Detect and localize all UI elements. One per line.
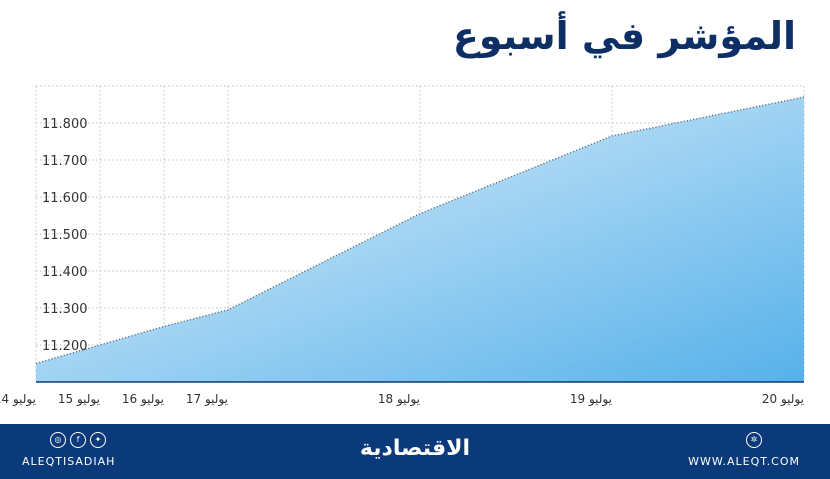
x-tick-label: 19 يوليو	[570, 392, 612, 407]
instagram-icon[interactable]: ◎	[50, 432, 66, 448]
series-line	[35, 96, 805, 365]
x-tick-label: 16 يوليو	[122, 392, 164, 407]
chart: 11.200 11.300 11.400 11.500 11.600 11.700 11.8…	[0, 85, 805, 407]
x-tick-label: 14 يوليو	[0, 392, 36, 407]
x-tick-label: 18 يوليو	[378, 392, 420, 407]
twitter-icon[interactable]: ✦	[90, 432, 106, 448]
x-tick-label: 17 يوليو	[186, 392, 228, 407]
footer-bar: ◎ f ✦ ALEQTISADIAH الاقتصادية ✲ WWW.ALEQ…	[0, 424, 830, 479]
x-tick-label: 15 يوليو	[58, 392, 100, 407]
y-tick-label: 11.400	[42, 265, 88, 280]
y-tick-label: 11.700	[42, 154, 88, 169]
brand-logo: الاقتصادية	[359, 436, 471, 461]
y-tick-label: 11.800	[42, 117, 88, 132]
y-tick-label: 11.600	[42, 191, 88, 206]
y-tick-label: 11.200	[42, 339, 88, 354]
y-tick-label: 11.300	[42, 302, 88, 317]
facebook-icon[interactable]: f	[70, 432, 86, 448]
social-handle[interactable]: ALEQTISADIAH	[22, 455, 116, 468]
web-icon[interactable]: ✲	[746, 432, 762, 448]
title-bar: المؤشر في أسبوع	[0, 0, 830, 80]
chart-title: المؤشر في أسبوع	[452, 14, 796, 58]
x-tick-label: 20 يوليو	[762, 392, 804, 407]
series-area	[36, 97, 804, 382]
website-link[interactable]: WWW.ALEQT.COM	[688, 455, 800, 468]
y-tick-label: 11.500	[42, 228, 88, 243]
